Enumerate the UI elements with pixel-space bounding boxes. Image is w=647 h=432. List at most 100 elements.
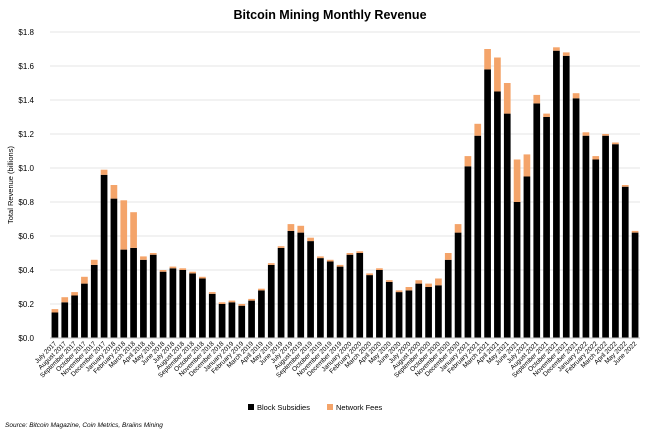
bar-block-subsidies: [287, 230, 295, 338]
bar-block-subsidies: [533, 103, 541, 339]
bar-network-fees: [326, 259, 334, 262]
bar-block-subsidies: [503, 113, 511, 338]
bar-block-subsidies: [297, 232, 305, 338]
bar-network-fees: [149, 253, 157, 255]
bar-block-subsidies: [621, 186, 629, 338]
bar-network-fees: [90, 259, 98, 265]
bar-block-subsidies: [592, 159, 600, 338]
bar-network-fees: [582, 132, 590, 136]
bar-marks: [51, 47, 639, 339]
bar-block-subsidies: [366, 275, 373, 338]
bar-block-subsidies: [523, 176, 531, 338]
bar-block-subsidies: [179, 270, 187, 338]
bar-network-fees: [248, 298, 255, 301]
bar-block-subsidies: [513, 202, 521, 338]
bar-network-fees: [572, 93, 580, 99]
bar-network-fees: [513, 159, 521, 202]
y-tick-label: $1.4: [18, 96, 34, 105]
bar-block-subsidies: [336, 266, 344, 338]
y-tick-label: $1.0: [18, 164, 34, 173]
bar-network-fees: [602, 134, 609, 136]
bar-network-fees: [169, 266, 177, 269]
y-tick-label: $0.2: [18, 300, 34, 309]
bar-network-fees: [366, 273, 373, 276]
legend-swatch-network-fees: [327, 404, 333, 410]
bar-block-subsidies: [405, 290, 413, 338]
bar-network-fees: [199, 276, 206, 279]
bar-block-subsidies: [159, 271, 167, 338]
bar-network-fees: [287, 224, 295, 231]
bar-network-fees: [189, 271, 196, 274]
bar-block-subsidies: [602, 135, 609, 338]
bar-network-fees: [277, 246, 285, 248]
bar-network-fees: [356, 251, 364, 253]
bar-block-subsidies: [612, 144, 619, 338]
bar-network-fees: [631, 230, 639, 233]
y-tick-label: $0.8: [18, 198, 34, 207]
bar-network-fees: [297, 225, 305, 233]
bar-network-fees: [454, 224, 462, 233]
bar-block-subsidies: [81, 283, 88, 338]
bar-network-fees: [553, 47, 560, 51]
bar-network-fees: [435, 278, 442, 286]
source-note: Source: Bitcoin Magazine, Coin Metrics, …: [5, 422, 163, 429]
bar-block-subsidies: [61, 302, 69, 338]
bar-block-subsidies: [149, 254, 157, 338]
bar-block-subsidies: [415, 283, 423, 338]
bar-network-fees: [562, 52, 570, 56]
bar-network-fees: [258, 288, 265, 291]
bar-network-fees: [484, 49, 491, 70]
bar-network-fees: [317, 256, 324, 259]
bar-block-subsidies: [553, 50, 560, 338]
bar-network-fees: [415, 280, 423, 284]
bar-block-subsidies: [454, 232, 462, 338]
bar-network-fees: [228, 300, 236, 303]
legend-swatch-block-subsidies: [248, 404, 254, 410]
y-tick-labels: $0.0 $0.2 $0.4 $0.6 $0.8 $1.0 $1.2 $1.4 $1.6 $1.8: [18, 28, 34, 343]
bar-block-subsidies: [100, 174, 108, 338]
bar-block-subsidies: [120, 249, 128, 338]
bar-block-subsidies: [464, 166, 472, 338]
bar-block-subsidies: [267, 264, 275, 338]
y-gridlines: [50, 31, 640, 305]
bar-block-subsidies: [494, 91, 501, 338]
bar-block-subsidies: [474, 135, 482, 338]
bar-block-subsidies: [169, 268, 177, 338]
bar-block-subsidies: [376, 270, 383, 338]
bar-block-subsidies: [326, 261, 334, 338]
bar-network-fees: [425, 283, 432, 287]
bar-network-fees: [267, 263, 275, 265]
bar-block-subsidies: [130, 247, 137, 338]
bar-network-fees: [208, 292, 216, 294]
y-tick-label: $0.4: [18, 266, 34, 275]
bar-network-fees: [405, 287, 413, 291]
bar-block-subsidies: [208, 293, 216, 338]
bar-block-subsidies: [228, 302, 236, 338]
bar-network-fees: [218, 302, 226, 304]
bar-network-fees: [81, 276, 88, 284]
bar-block-subsidies: [258, 290, 265, 338]
bar-block-subsidies: [582, 135, 590, 338]
bar-block-subsidies: [631, 232, 639, 338]
bar-network-fees: [307, 237, 314, 242]
bar-block-subsidies: [572, 98, 580, 338]
bar-network-fees: [503, 83, 511, 114]
bar-network-fees: [120, 200, 128, 250]
y-tick-label: $0.6: [18, 232, 34, 241]
bar-block-subsidies: [425, 287, 432, 338]
y-tick-label: $1.2: [18, 130, 34, 139]
y-axis-label: Total Revenue (billions): [6, 146, 15, 224]
bar-network-fees: [523, 154, 531, 177]
bar-network-fees: [494, 57, 501, 92]
bar-network-fees: [464, 156, 472, 167]
bar-network-fees: [71, 292, 78, 296]
bar-block-subsidies: [435, 285, 442, 338]
bar-network-fees: [533, 94, 541, 104]
bar-network-fees: [395, 290, 403, 293]
legend-label-block-subsidies: Block Subsidies: [257, 403, 310, 412]
bar-block-subsidies: [140, 259, 147, 338]
bar-block-subsidies: [189, 273, 196, 338]
